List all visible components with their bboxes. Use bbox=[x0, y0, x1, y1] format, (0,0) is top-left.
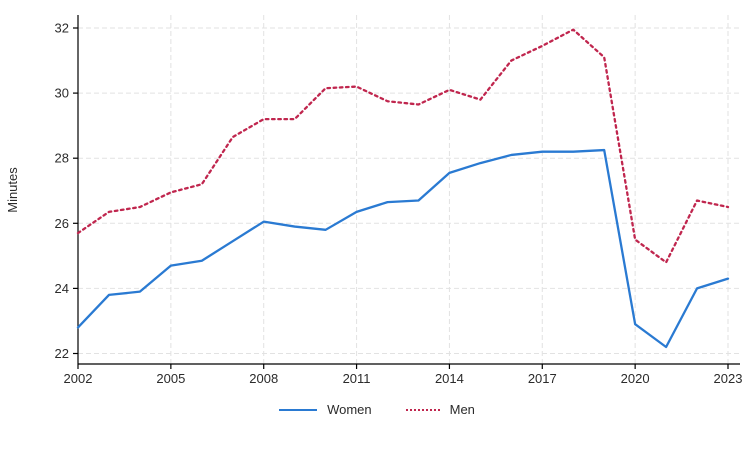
x-tick-label: 2002 bbox=[64, 371, 93, 386]
x-tick-label: 2017 bbox=[528, 371, 557, 386]
y-tick-label: 28 bbox=[55, 151, 69, 166]
legend-label-women: Women bbox=[327, 402, 372, 417]
y-tick-label: 22 bbox=[55, 346, 69, 361]
men-line-swatch bbox=[405, 408, 440, 411]
x-tick-label: 2011 bbox=[343, 371, 371, 386]
x-tick-label: 2023 bbox=[714, 371, 743, 386]
x-tick-label: 2014 bbox=[435, 371, 464, 386]
x-tick-label: 2020 bbox=[621, 371, 650, 386]
series-line-men bbox=[76, 28, 730, 264]
x-tick-label: 2008 bbox=[249, 371, 278, 386]
legend-label-men: Men bbox=[449, 402, 475, 417]
x-tick-label: 2005 bbox=[156, 371, 185, 386]
y-tick-label: 26 bbox=[55, 216, 69, 231]
y-axis-title: Minutes bbox=[5, 167, 20, 213]
women-line-swatch bbox=[279, 408, 318, 411]
chart-legend: Women Men bbox=[0, 402, 754, 417]
legend-item-men: Men bbox=[405, 402, 475, 417]
line-chart-svg: 22 24 26 28 30 32 2002 2005 2008 2011 2014 2017 2020… bbox=[5, 15, 743, 386]
series-line-women bbox=[76, 148, 730, 349]
y-tick-label: 30 bbox=[55, 86, 69, 101]
legend-item-women: Women bbox=[279, 402, 372, 417]
y-tick-label: 24 bbox=[55, 281, 69, 296]
y-tick-label: 32 bbox=[55, 21, 69, 36]
